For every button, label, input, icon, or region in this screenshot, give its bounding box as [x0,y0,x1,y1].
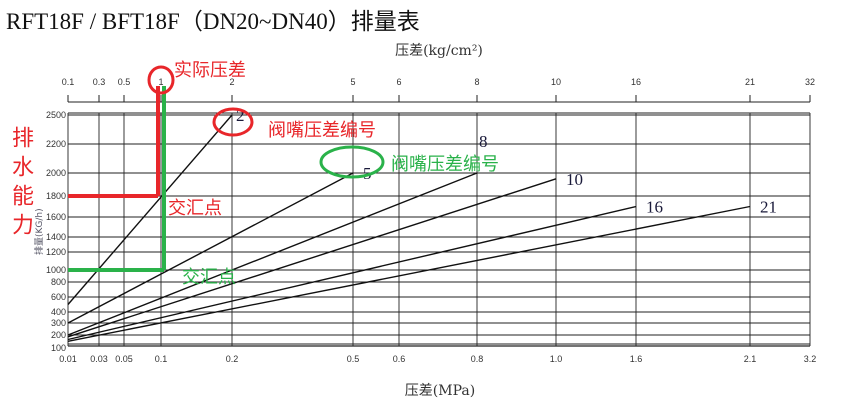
y-tick-label: 1600 [46,212,66,222]
y-tick-label: 1800 [46,191,66,201]
top-tick-label: 0.3 [93,77,106,87]
nozzle-number-label-green: 阀嘴压差编号 [391,154,499,175]
bottom-tick-label: 0.05 [115,354,133,364]
bottom-tick-label: 1.0 [550,354,563,364]
top-axis-label: 压差(kg/cm²) [395,43,483,59]
series-label-5: 5 [363,164,372,183]
intersection-label-green: 交汇点 [182,267,236,288]
series-label-8: 8 [479,132,488,151]
chart-title: RFT18F / BFT18F（DN20~DN40）排量表 [6,9,420,34]
red-circle-actual-pressure [147,65,175,95]
bottom-tick-label: 2.1 [744,354,757,364]
actual-pressure-label: 实际压差 [174,60,246,81]
bottom-tick-label: 3.2 [804,354,817,364]
y-tick-label: 400 [51,307,66,317]
series-label-10: 10 [566,170,583,189]
series-line-16 [67,205,637,341]
y-tick-label: 600 [51,292,66,302]
bottom-tick-label: 0.03 [90,354,108,364]
y-axis-label: 排量(KG/h) [33,208,45,255]
top-tick-label: 21 [745,77,755,87]
nozzle-number-label-red: 阀嘴压差编号 [268,120,376,141]
top-tick-label: 5 [350,77,355,87]
y-tick-label: 200 [51,330,66,340]
top-tick-label: 8 [474,77,479,87]
bottom-tick-label: 0.2 [226,354,239,364]
bottom-tick-label: 0.8 [471,354,484,364]
top-tick-label: 0.5 [118,77,131,87]
y-tick-label: 1200 [46,247,66,257]
y-tick-label: 100 [51,343,66,353]
series-label-2: 2 [236,106,245,125]
series-label-21: 21 [760,198,777,217]
bottom-tick-label: 0.1 [155,354,168,364]
top-tick-label: 2 [229,77,234,87]
green-circle-nozzle-5 [319,145,385,179]
red-circle-nozzle-2 [212,107,254,137]
bottom-tick-label: 1.6 [630,354,643,364]
series-line-2 [67,114,233,305]
y-tick-label: 800 [51,277,66,287]
bottom-tick-label: 0.01 [59,354,77,364]
intersection-label-red: 交汇点 [168,198,222,219]
series-label-16: 16 [646,198,663,217]
top-tick-label: 6 [396,77,401,87]
top-tick-label: 16 [631,77,641,87]
y-tick-label: 2500 [46,110,66,120]
series-line-21 [67,205,751,342]
top-tick-label: 1 [158,77,163,87]
series-line-10 [67,178,557,338]
y-tick-label: 1400 [46,232,66,242]
series-line-8 [67,172,478,336]
top-tick-label: 10 [551,77,561,87]
x-axis-label: 压差(MPa) [405,383,475,399]
side-label-drainage-capacity: 排水能力 [8,126,33,242]
y-tick-label: 1000 [46,265,66,275]
bottom-tick-label: 0.5 [347,354,360,364]
y-tick-label: 2000 [46,168,66,178]
top-tick-label: 0.1 [62,77,75,87]
top-tick-label: 32 [805,77,815,87]
series-line-5 [67,172,354,324]
y-tick-label: 2200 [46,139,66,149]
y-tick-label: 300 [51,318,66,328]
bottom-tick-label: 0.6 [393,354,406,364]
